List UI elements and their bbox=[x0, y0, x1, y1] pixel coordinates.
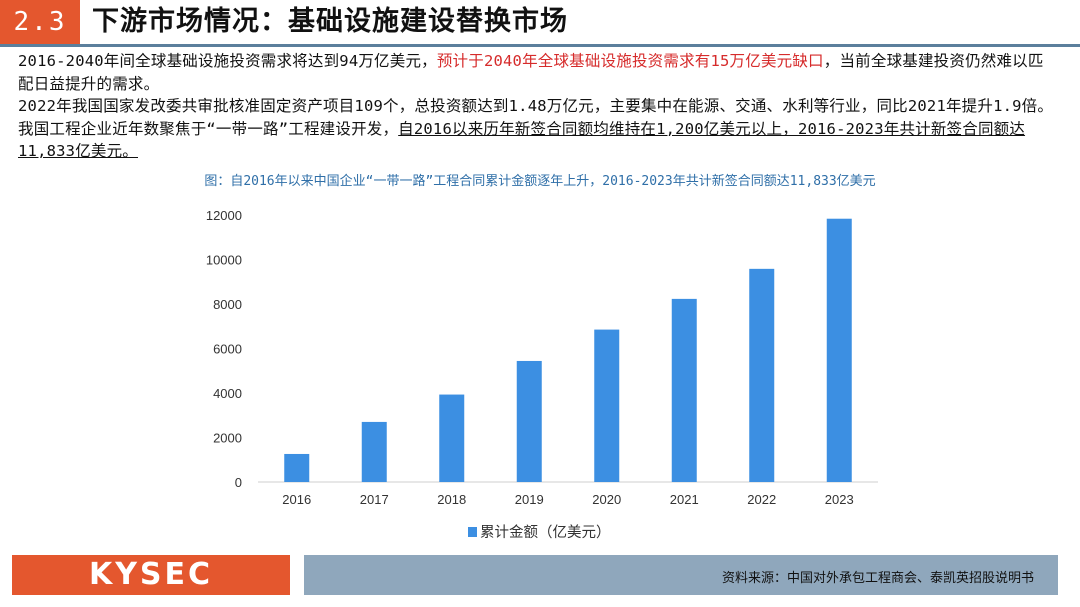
x-tick-label: 2017 bbox=[360, 492, 389, 507]
y-tick-label: 0 bbox=[235, 475, 242, 490]
paragraph-1: 2016-2040年间全球基础设施投资需求将达到94万亿美元，预计于2040年全… bbox=[18, 50, 1058, 95]
source-note: 资料来源：中国对外承包工程商会、泰凯英招股说明书 bbox=[721, 571, 1034, 586]
bar-2020 bbox=[594, 329, 620, 482]
bar-2018 bbox=[439, 394, 465, 482]
section-number: 2.3 bbox=[0, 0, 80, 44]
x-tick-label: 2021 bbox=[670, 492, 699, 507]
y-tick-label: 6000 bbox=[213, 342, 242, 357]
figure-caption: 图：自2016年以来中国企业“一带一路”工程合同累计金额逐年上升，2016-20… bbox=[204, 174, 876, 189]
y-tick-label: 2000 bbox=[213, 431, 242, 446]
y-tick-label: 10000 bbox=[206, 253, 242, 268]
x-tick-label: 2018 bbox=[437, 492, 466, 507]
source-bar: 资料来源：中国对外承包工程商会、泰凯英招股说明书 bbox=[304, 555, 1058, 595]
bar-2022 bbox=[749, 268, 775, 482]
bar-2019 bbox=[516, 360, 542, 482]
bar-2017 bbox=[361, 421, 387, 482]
y-tick-label: 12000 bbox=[206, 208, 242, 223]
x-tick-label: 2020 bbox=[592, 492, 621, 507]
x-tick-label: 2019 bbox=[515, 492, 544, 507]
body-text: 2016-2040年间全球基础设施投资需求将达到94万亿美元，预计于2040年全… bbox=[18, 50, 1058, 163]
paragraph-1-text: 2016-2040年间全球基础设施投资需求将达到94万亿美元， bbox=[18, 52, 437, 70]
footer: KYSEC 资料来源：中国对外承包工程商会、泰凯英招股说明书 bbox=[0, 555, 1080, 597]
bar-2021 bbox=[671, 298, 697, 482]
paragraph-1-highlight: 预计于2040年全球基础设施投资需求有15万亿美元缺口 bbox=[436, 52, 824, 70]
legend-label: 累计金额（亿美元） bbox=[480, 524, 611, 541]
x-tick-label: 2023 bbox=[825, 492, 854, 507]
page-title: 下游市场情况：基础设施建设替换市场 bbox=[92, 6, 568, 37]
paragraph-2-underline: 自2016以来历年新签合同额均维持在1,200亿美元以上，2016-2023年共… bbox=[18, 119, 1026, 161]
y-tick-label: 4000 bbox=[213, 386, 242, 401]
title-divider bbox=[0, 44, 1080, 47]
x-tick-label: 2016 bbox=[282, 492, 311, 507]
bar-2016 bbox=[284, 453, 310, 482]
paragraph-2: 2022年我国国家发改委共审批核准固定资产项目109个，总投资额达到1.48万亿… bbox=[18, 95, 1058, 163]
bar-2023 bbox=[826, 218, 852, 482]
y-tick-label: 8000 bbox=[213, 297, 242, 312]
paragraph-2-text: 2022年我国国家发改委共审批核准固定资产项目109个，总投资额达到1.48万亿… bbox=[18, 97, 1054, 138]
bar-chart: 0 2000 4000 6000 8000 10000 12000 2016 2017 2018 2… bbox=[206, 208, 878, 541]
legend-swatch bbox=[468, 527, 477, 537]
kysec-logo: KYSEC bbox=[12, 555, 290, 595]
paragraph-1-tail: ，当前全球基建投资仍然难以匹配日益提升的需求。 bbox=[18, 52, 1044, 93]
x-tick-label: 2022 bbox=[747, 492, 776, 507]
